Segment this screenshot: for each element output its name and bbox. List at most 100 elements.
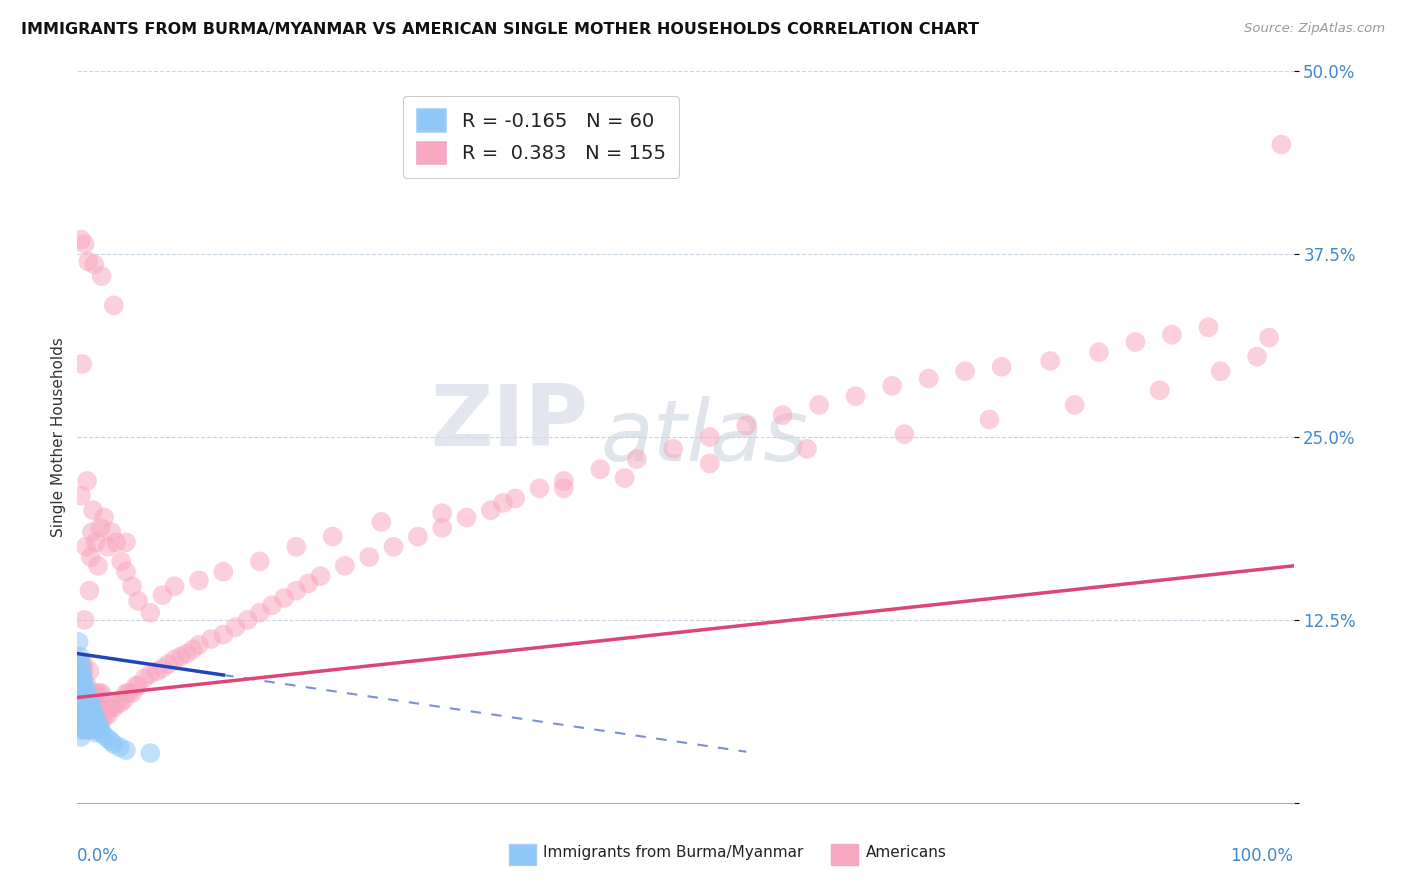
Point bbox=[77, 708, 100, 723]
Point bbox=[82, 715, 104, 730]
Point bbox=[70, 730, 93, 744]
Point bbox=[76, 686, 98, 700]
Point bbox=[80, 715, 103, 730]
FancyBboxPatch shape bbox=[831, 845, 858, 865]
Point bbox=[176, 647, 198, 661]
Point bbox=[108, 740, 131, 755]
Point bbox=[79, 693, 101, 707]
Point bbox=[77, 690, 100, 705]
Point bbox=[1246, 350, 1268, 364]
Point bbox=[808, 398, 831, 412]
Point bbox=[100, 700, 122, 714]
Point bbox=[90, 686, 112, 700]
Point bbox=[1063, 398, 1085, 412]
Point bbox=[72, 672, 94, 686]
Point bbox=[90, 269, 112, 284]
Point bbox=[72, 723, 94, 737]
Point bbox=[139, 606, 162, 620]
Point bbox=[170, 649, 193, 664]
Point bbox=[1125, 334, 1147, 349]
Point bbox=[73, 715, 96, 730]
Point bbox=[163, 579, 186, 593]
Point bbox=[1197, 320, 1219, 334]
Point bbox=[845, 389, 868, 403]
Point bbox=[89, 720, 111, 734]
Point bbox=[529, 481, 551, 495]
Point bbox=[69, 700, 91, 714]
Point bbox=[152, 661, 174, 675]
Point bbox=[69, 681, 91, 696]
Point bbox=[370, 515, 392, 529]
Point bbox=[69, 664, 91, 678]
Point bbox=[979, 412, 1001, 426]
Point bbox=[79, 723, 101, 737]
Point bbox=[406, 530, 429, 544]
Point bbox=[236, 613, 259, 627]
Point bbox=[97, 700, 120, 714]
Point bbox=[90, 725, 112, 739]
Point bbox=[1149, 384, 1171, 398]
Point bbox=[77, 254, 100, 268]
Text: ZIP: ZIP bbox=[430, 381, 588, 464]
Point bbox=[73, 708, 96, 723]
Point bbox=[73, 686, 96, 700]
Point bbox=[503, 491, 526, 506]
Point bbox=[76, 700, 98, 714]
Point bbox=[80, 696, 103, 710]
Point bbox=[72, 686, 94, 700]
Point bbox=[70, 700, 93, 714]
Point bbox=[553, 474, 575, 488]
Point bbox=[100, 525, 122, 540]
Point bbox=[79, 664, 101, 678]
Point bbox=[75, 711, 97, 725]
Point bbox=[73, 613, 96, 627]
Point bbox=[553, 481, 575, 495]
Point bbox=[75, 540, 97, 554]
Point bbox=[285, 583, 308, 598]
Point bbox=[70, 708, 93, 723]
Point bbox=[145, 664, 167, 678]
Text: Immigrants from Burma/Myanmar: Immigrants from Burma/Myanmar bbox=[543, 845, 803, 860]
Point bbox=[297, 576, 319, 591]
Point bbox=[699, 430, 721, 444]
Point bbox=[322, 530, 344, 544]
Point bbox=[662, 442, 685, 456]
Point bbox=[70, 723, 93, 737]
Point bbox=[67, 672, 90, 686]
Text: IMMIGRANTS FROM BURMA/MYANMAR VS AMERICAN SINGLE MOTHER HOUSEHOLDS CORRELATION C: IMMIGRANTS FROM BURMA/MYANMAR VS AMERICA… bbox=[21, 22, 979, 37]
Point bbox=[70, 489, 93, 503]
Point bbox=[80, 723, 103, 737]
Point bbox=[70, 686, 93, 700]
Point bbox=[87, 558, 110, 573]
Point bbox=[273, 591, 295, 605]
Point bbox=[73, 679, 96, 693]
Point bbox=[89, 708, 111, 723]
Point bbox=[139, 746, 162, 760]
Point bbox=[69, 696, 91, 710]
Point bbox=[67, 686, 90, 700]
Point bbox=[79, 693, 101, 707]
Point bbox=[115, 686, 138, 700]
Point bbox=[309, 569, 332, 583]
Point bbox=[70, 233, 93, 247]
Point bbox=[359, 549, 381, 564]
Point bbox=[456, 510, 478, 524]
Point bbox=[79, 723, 101, 737]
Point bbox=[163, 652, 186, 666]
Point bbox=[70, 686, 93, 700]
Point bbox=[84, 725, 107, 739]
Point bbox=[699, 457, 721, 471]
Point bbox=[77, 705, 100, 719]
Point bbox=[152, 588, 174, 602]
Point bbox=[79, 708, 101, 723]
Point bbox=[84, 535, 107, 549]
Point bbox=[90, 715, 112, 730]
Point bbox=[83, 708, 105, 723]
Point bbox=[108, 696, 131, 710]
Point bbox=[918, 371, 941, 385]
Point bbox=[492, 496, 515, 510]
Point bbox=[115, 743, 138, 757]
Point bbox=[1258, 330, 1281, 344]
Point bbox=[94, 708, 117, 723]
Point bbox=[105, 535, 128, 549]
